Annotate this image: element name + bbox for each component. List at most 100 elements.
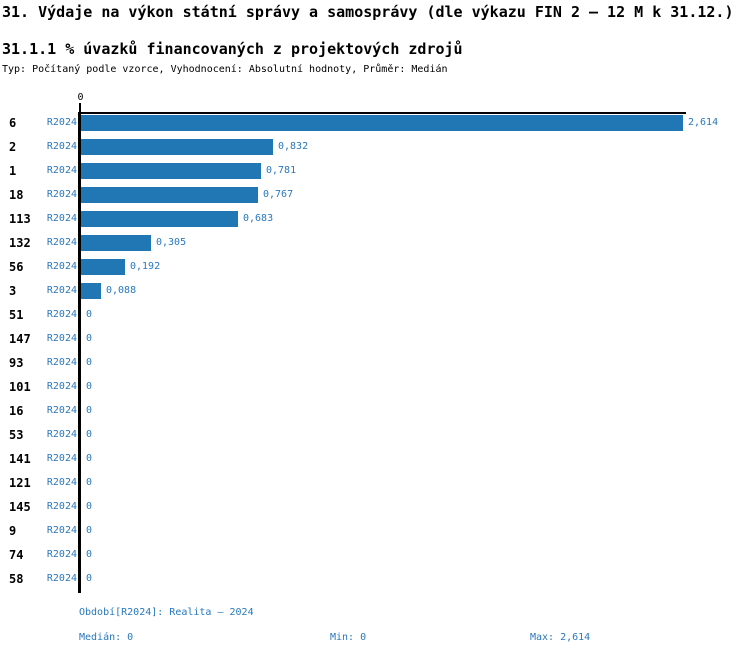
value-label: 0 (86, 429, 93, 440)
footer-median: Medián: 0 (79, 632, 134, 643)
table-row: 51 R2024 0 (0, 303, 750, 327)
category-label: 147 (9, 332, 31, 346)
category-label: 18 (9, 188, 24, 202)
period-label: R2024 (46, 237, 77, 248)
bar (81, 235, 151, 251)
table-row: 2 R2024 0,832 (0, 135, 750, 159)
table-row: 16 R2024 0 (0, 399, 750, 423)
category-label: 132 (9, 236, 31, 250)
table-row: 121 R2024 0 (0, 471, 750, 495)
period-label: R2024 (46, 165, 77, 176)
value-label: 0,767 (263, 189, 294, 200)
period-label: R2024 (46, 357, 77, 368)
period-label: R2024 (46, 141, 77, 152)
period-label: R2024 (46, 285, 77, 296)
table-row: 145 R2024 0 (0, 495, 750, 519)
value-label: 0 (86, 501, 93, 512)
period-label: R2024 (46, 549, 77, 560)
bar (81, 187, 258, 203)
bar (81, 211, 238, 227)
period-label: R2024 (46, 261, 77, 272)
bar (81, 115, 683, 131)
category-label: 74 (9, 548, 24, 562)
category-label: 3 (9, 284, 17, 298)
table-row: 113 R2024 0,683 (0, 207, 750, 231)
table-row: 93 R2024 0 (0, 351, 750, 375)
period-label: R2024 (46, 429, 77, 440)
value-label: 0 (86, 309, 93, 320)
table-row: 53 R2024 0 (0, 423, 750, 447)
bar (81, 259, 125, 275)
period-label: R2024 (46, 525, 77, 536)
table-row: 9 R2024 0 (0, 519, 750, 543)
period-label: R2024 (46, 477, 77, 488)
value-label: 0 (86, 549, 93, 560)
table-row: 1 R2024 0,781 (0, 159, 750, 183)
value-label: 0,192 (130, 261, 161, 272)
category-label: 113 (9, 212, 31, 226)
period-label: R2024 (46, 381, 77, 392)
chart-rows: 6 R2024 2,614 2 R2024 0,832 1 R2024 0,78… (0, 111, 750, 591)
value-label: 0 (86, 381, 93, 392)
x-axis-line (78, 112, 686, 114)
category-label: 16 (9, 404, 24, 418)
category-label: 2 (9, 140, 17, 154)
category-label: 53 (9, 428, 24, 442)
table-row: 18 R2024 0,767 (0, 183, 750, 207)
category-label: 145 (9, 500, 31, 514)
y-axis-line (78, 112, 81, 593)
category-label: 101 (9, 380, 31, 394)
chart-meta-line: Typ: Počítaný podle vzorce, Vyhodnocení:… (2, 64, 448, 75)
footer-max: Max: 2,614 (530, 632, 591, 643)
category-label: 51 (9, 308, 24, 322)
category-label: 93 (9, 356, 24, 370)
value-label: 0 (86, 477, 93, 488)
value-label: 0,781 (266, 165, 297, 176)
category-label: 9 (9, 524, 17, 538)
category-label: 56 (9, 260, 24, 274)
period-label: R2024 (46, 453, 77, 464)
value-label: 0 (86, 525, 93, 536)
period-label: R2024 (46, 213, 77, 224)
bar (81, 163, 261, 179)
category-label: 6 (9, 116, 17, 130)
period-label: R2024 (46, 189, 77, 200)
period-label: R2024 (46, 501, 77, 512)
period-label: R2024 (46, 117, 77, 128)
value-label: 0 (86, 453, 93, 464)
value-label: 0 (86, 405, 93, 416)
table-row: 56 R2024 0,192 (0, 255, 750, 279)
period-label: R2024 (46, 333, 77, 344)
value-label: 2,614 (688, 117, 719, 128)
category-label: 58 (9, 572, 24, 586)
footer-min: Min: 0 (330, 632, 367, 643)
value-label: 0 (86, 573, 93, 584)
bar (81, 139, 273, 155)
value-label: 0,832 (278, 141, 309, 152)
table-row: 101 R2024 0 (0, 375, 750, 399)
value-label: 0 (86, 333, 93, 344)
table-row: 132 R2024 0,305 (0, 231, 750, 255)
table-row: 74 R2024 0 (0, 543, 750, 567)
period-label: R2024 (46, 309, 77, 320)
value-label: 0,088 (106, 285, 137, 296)
chart-title: 31.1.1 % úvazků financovaných z projekto… (2, 40, 463, 58)
category-label: 1 (9, 164, 17, 178)
table-row: 3 R2024 0,088 (0, 279, 750, 303)
period-label: R2024 (46, 405, 77, 416)
page-title: 31. Výdaje na výkon státní správy a samo… (2, 3, 734, 21)
x-axis-zero-tick-label: 0 (77, 92, 84, 103)
footer-period: Období[R2024]: Realita – 2024 (79, 607, 254, 618)
table-row: 141 R2024 0 (0, 447, 750, 471)
x-axis-tick-mark (79, 103, 81, 112)
value-label: 0,683 (243, 213, 274, 224)
period-label: R2024 (46, 573, 77, 584)
bar (81, 283, 101, 299)
category-label: 121 (9, 476, 31, 490)
table-row: 147 R2024 0 (0, 327, 750, 351)
value-label: 0,305 (156, 237, 187, 248)
value-label: 0 (86, 357, 93, 368)
table-row: 58 R2024 0 (0, 567, 750, 591)
category-label: 141 (9, 452, 31, 466)
